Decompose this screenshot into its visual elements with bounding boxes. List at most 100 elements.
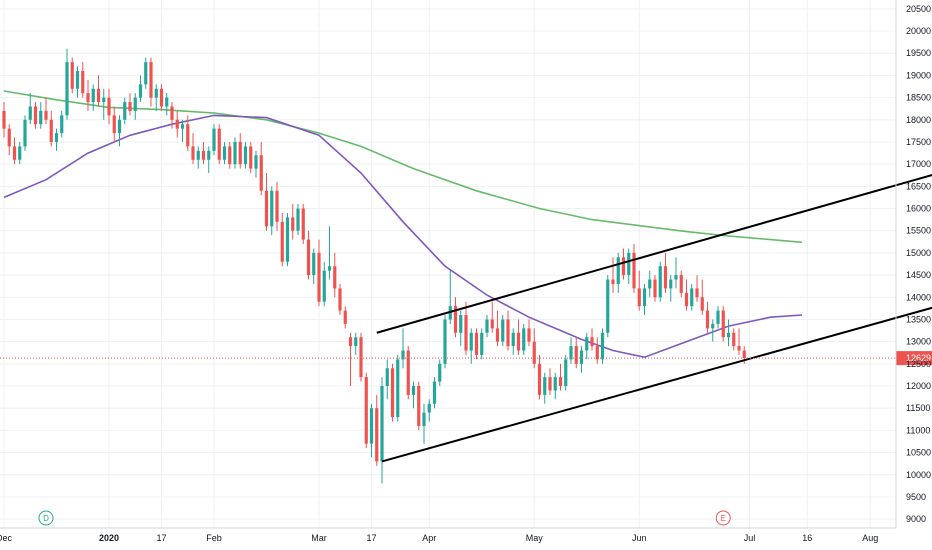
candle-body [369,408,374,444]
candle-body [679,275,683,293]
candle-body [590,337,594,347]
candle-body [695,288,699,298]
event-marker-circle [715,510,731,526]
candle-body [222,146,227,160]
candle-body [154,88,158,98]
candle-body [280,221,284,262]
candle-body [380,386,384,462]
candle-body [516,332,521,351]
candle-body [212,128,216,151]
y-tick-label: 16500 [906,181,931,191]
candle-body [354,337,358,347]
candle-body [70,62,74,89]
candle-body [375,408,379,462]
candle-body [348,337,353,347]
candle-body [490,319,494,329]
x-axis: Dec 2020 17 Feb Mar 17 Apr May Jun Jul 16 Aug [0,527,896,543]
candle-body [711,323,715,329]
candle-body [301,208,305,240]
candle-body [159,88,164,107]
y-tick-label: 12000 [906,381,931,391]
x-tick-label: 16 [802,533,812,543]
candle-body [102,97,106,103]
candle-body [548,377,552,391]
y-tick-label: 17000 [906,159,931,169]
candle-body [117,119,122,134]
candle-body [480,332,484,355]
candle-body [264,190,269,227]
candle-body [149,62,153,98]
candle-body [527,328,531,342]
y-tick-label: 13000 [906,337,931,347]
candle-body [7,128,11,147]
event-marker-label: E [721,514,726,523]
candle-body [201,150,206,160]
candle-body [690,288,694,307]
y-tick-label: 9000 [906,514,926,524]
candle-body [270,190,274,227]
candle-body [291,217,295,231]
event-marker-label: D [43,514,49,523]
grid [0,0,896,528]
candle-body [574,346,578,364]
x-tick-label: 2020 [99,533,119,543]
x-tick-label: Dec [0,533,12,543]
channel-lower-line [381,306,932,463]
candle-body [259,155,263,191]
candle-body [180,124,185,129]
candle-body [553,377,557,391]
candle-body [91,88,95,103]
candles [2,48,746,484]
y-tick-label: 10500 [906,448,931,458]
candle-body [54,133,59,142]
candle-body [700,297,704,311]
candle-body [427,403,431,413]
candle-body [2,110,6,129]
candle-body [312,252,316,276]
candle-body [322,270,326,302]
y-tick-label: 20500 [906,4,931,14]
candle-body [249,146,253,169]
y-tick-label: 19000 [906,70,931,80]
candle-body [390,368,395,418]
candle-body [338,288,342,311]
y-tick-label: 20000 [906,26,931,36]
candle-body [522,328,526,351]
candle-body [317,252,321,302]
candle-body [616,257,620,284]
candle-body [327,266,332,271]
x-tick-label: Apr [422,533,436,543]
candle-body [627,252,631,276]
y-tick-label: 15000 [906,248,931,258]
x-tick-label: May [526,533,544,543]
candle-body [422,412,426,426]
x-tick-label: Feb [206,533,222,543]
candle-body [558,377,563,387]
candle-body [186,124,190,147]
candle-body [417,386,421,426]
candle-body [86,93,90,103]
candle-body [726,332,731,338]
candle-body [537,363,542,395]
candle-body [669,279,673,289]
candle-body [170,106,174,120]
x-tick-label: Jul [744,533,756,543]
candle-body [585,337,589,351]
last-price-label: 12629 [906,353,931,363]
candle-body [532,341,536,364]
candle-body [411,386,416,395]
candle-body [107,97,111,116]
candle-body [732,332,736,347]
candle-body [191,146,195,160]
y-tick-label: 14000 [906,292,931,302]
candle-body [658,266,662,298]
candle-body [569,346,573,360]
candle-body [438,363,442,382]
candle-body [65,62,69,116]
trend-channel [376,173,932,463]
y-tick-label: 14500 [906,270,931,280]
candle-body [396,359,400,418]
x-tick-label: 17 [156,533,166,543]
candle-body [495,328,500,342]
